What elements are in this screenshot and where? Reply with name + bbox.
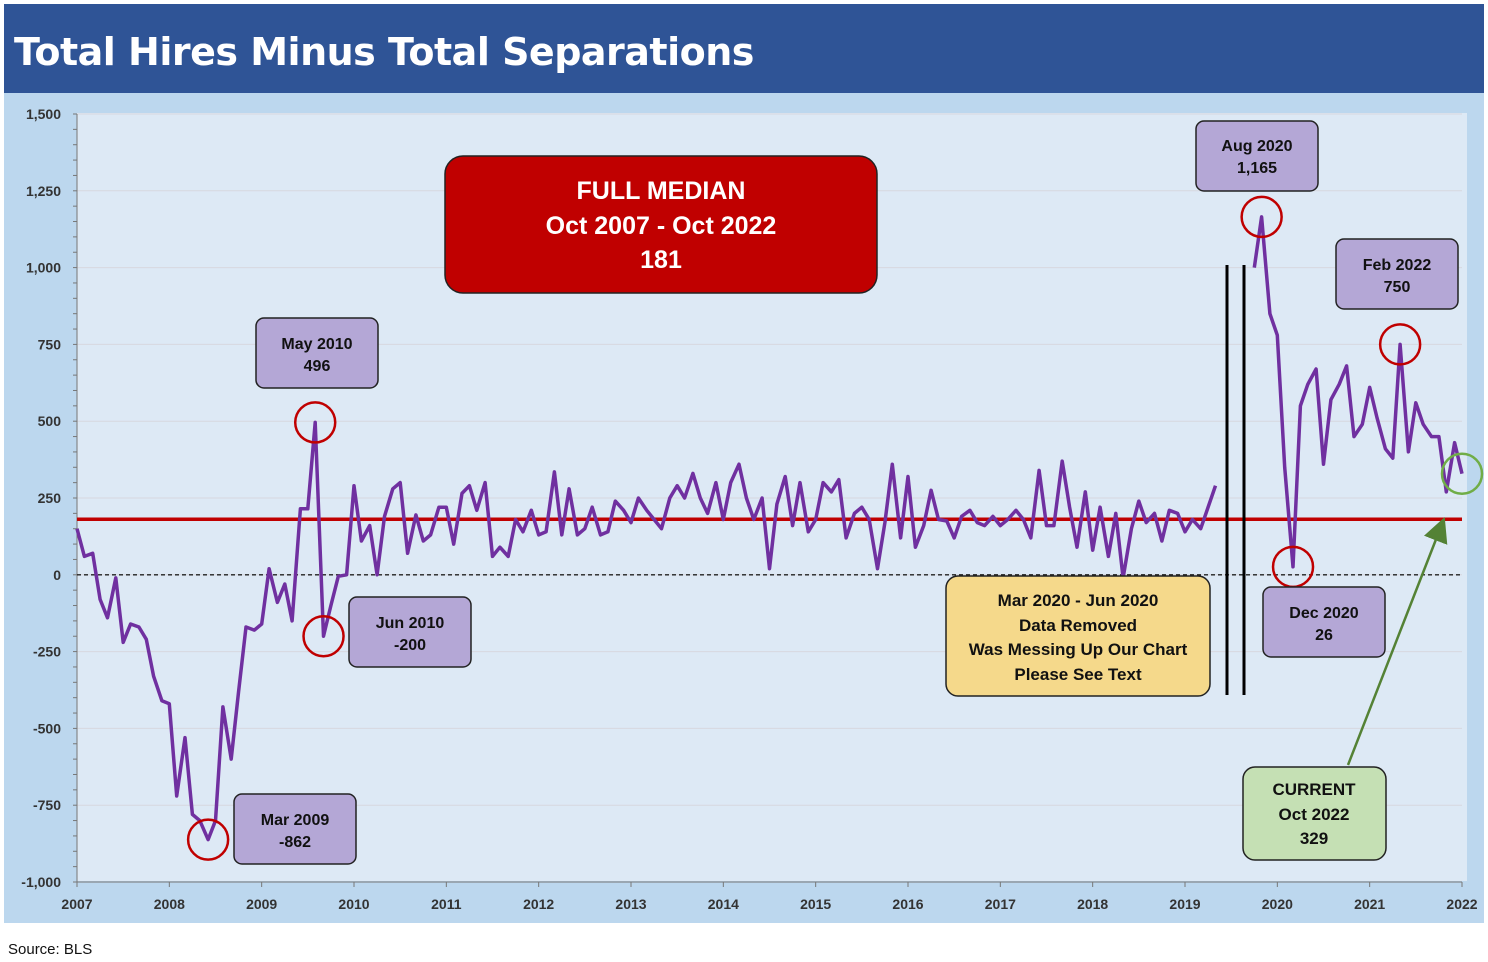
- median-box-line-3: 181: [640, 246, 682, 274]
- x-tick-label: 2020: [1262, 896, 1293, 912]
- current-arrow: [1346, 517, 1448, 766]
- y-tick-label: -1,000: [21, 874, 61, 890]
- y-tick-label: 250: [38, 490, 62, 506]
- callout-may2010: May 2010 496: [255, 317, 379, 389]
- x-tick-label: 2012: [523, 896, 554, 912]
- svg-text:Aug 2020: Aug 2020: [1221, 138, 1292, 155]
- callout-jun2010: Jun 2010 -200: [348, 596, 472, 668]
- svg-text:750: 750: [1384, 279, 1411, 296]
- x-tick-label: 2009: [246, 896, 277, 912]
- svg-text:26: 26: [1315, 627, 1333, 644]
- series-line: [1252, 215, 1464, 569]
- svg-text:Data Removed: Data Removed: [1019, 616, 1137, 635]
- svg-text:Dec 2020: Dec 2020: [1289, 605, 1358, 622]
- x-tick-label: 2015: [800, 896, 831, 912]
- callout-mar2009: Mar 2009 -862: [233, 793, 357, 865]
- svg-text:Mar 2020 - Jun 2020: Mar 2020 - Jun 2020: [998, 591, 1159, 610]
- data-gap-marker: [1225, 265, 1246, 695]
- svg-text:Jun 2010: Jun 2010: [376, 615, 445, 632]
- circle-aug2020: [1240, 195, 1283, 239]
- x-tick-label: 2019: [1169, 896, 1200, 912]
- title-bar: Total Hires Minus Total Separations: [4, 4, 1484, 93]
- circle-feb2022: [1378, 323, 1422, 366]
- y-tick-label: 500: [38, 413, 62, 429]
- y-tick-label: -500: [33, 720, 61, 736]
- current-callout: CURRENT Oct 2022 329: [1242, 766, 1387, 861]
- circle-may2010: [293, 401, 337, 444]
- svg-text:May 2010: May 2010: [281, 336, 352, 353]
- x-tick-label: 2008: [154, 896, 185, 912]
- x-tick-label: 2022: [1446, 896, 1477, 912]
- median-box-line-2: Oct 2007 - Oct 2022: [546, 212, 777, 240]
- svg-text:Please See Text: Please See Text: [1014, 665, 1142, 684]
- data-removed-note: Mar 2020 - Jun 2020 Data Removed Was Mes…: [945, 575, 1211, 697]
- y-tick-label: -250: [33, 644, 61, 660]
- x-tick-label: 2014: [708, 896, 739, 912]
- svg-text:Was Messing Up Our Chart: Was Messing Up Our Chart: [969, 640, 1188, 659]
- svg-text:Feb 2022: Feb 2022: [1363, 257, 1432, 274]
- y-tick-label: 0: [53, 567, 61, 583]
- callout-dec2020: Dec 2020 26: [1262, 586, 1386, 658]
- x-tick-label: 2007: [61, 896, 92, 912]
- x-tick-label: 2016: [892, 896, 923, 912]
- circle-mar2009: [186, 818, 230, 861]
- callout-feb2022: Feb 2022 750: [1335, 238, 1459, 310]
- y-tick-label: 1,250: [26, 183, 61, 199]
- svg-text:Mar 2009: Mar 2009: [261, 812, 330, 829]
- y-tick-label: 1,500: [26, 106, 61, 122]
- circle-current: [1440, 452, 1484, 495]
- median-box-line-1: FULL MEDIAN: [577, 177, 746, 205]
- x-tick-label: 2011: [431, 896, 462, 912]
- svg-text:Oct 2022: Oct 2022: [1279, 805, 1350, 824]
- chart-title: Total Hires Minus Total Separations: [14, 30, 754, 74]
- svg-text:-862: -862: [279, 834, 311, 851]
- y-tick-label: -750: [33, 797, 61, 813]
- callout-aug2020: Aug 2020 1,165: [1195, 120, 1319, 192]
- series-line: [75, 420, 1218, 842]
- circle-jun2010: [302, 614, 345, 658]
- svg-text:496: 496: [304, 358, 331, 375]
- x-tick-label: 2018: [1077, 896, 1108, 912]
- x-tick-label: 2021: [1354, 896, 1385, 912]
- y-tick-label: 1,000: [26, 260, 61, 276]
- svg-text:-200: -200: [394, 637, 426, 654]
- svg-text:329: 329: [1300, 829, 1328, 848]
- x-tick-label: 2010: [338, 896, 369, 912]
- x-tick-label: 2013: [615, 896, 646, 912]
- svg-text:CURRENT: CURRENT: [1272, 780, 1356, 799]
- median-box: FULL MEDIAN Oct 2007 - Oct 2022 181: [444, 155, 878, 294]
- svg-text:1,165: 1,165: [1237, 160, 1277, 177]
- source-note: Source: BLS: [8, 941, 93, 958]
- y-tick-label: 750: [38, 336, 62, 352]
- x-tick-label: 2017: [985, 896, 1016, 912]
